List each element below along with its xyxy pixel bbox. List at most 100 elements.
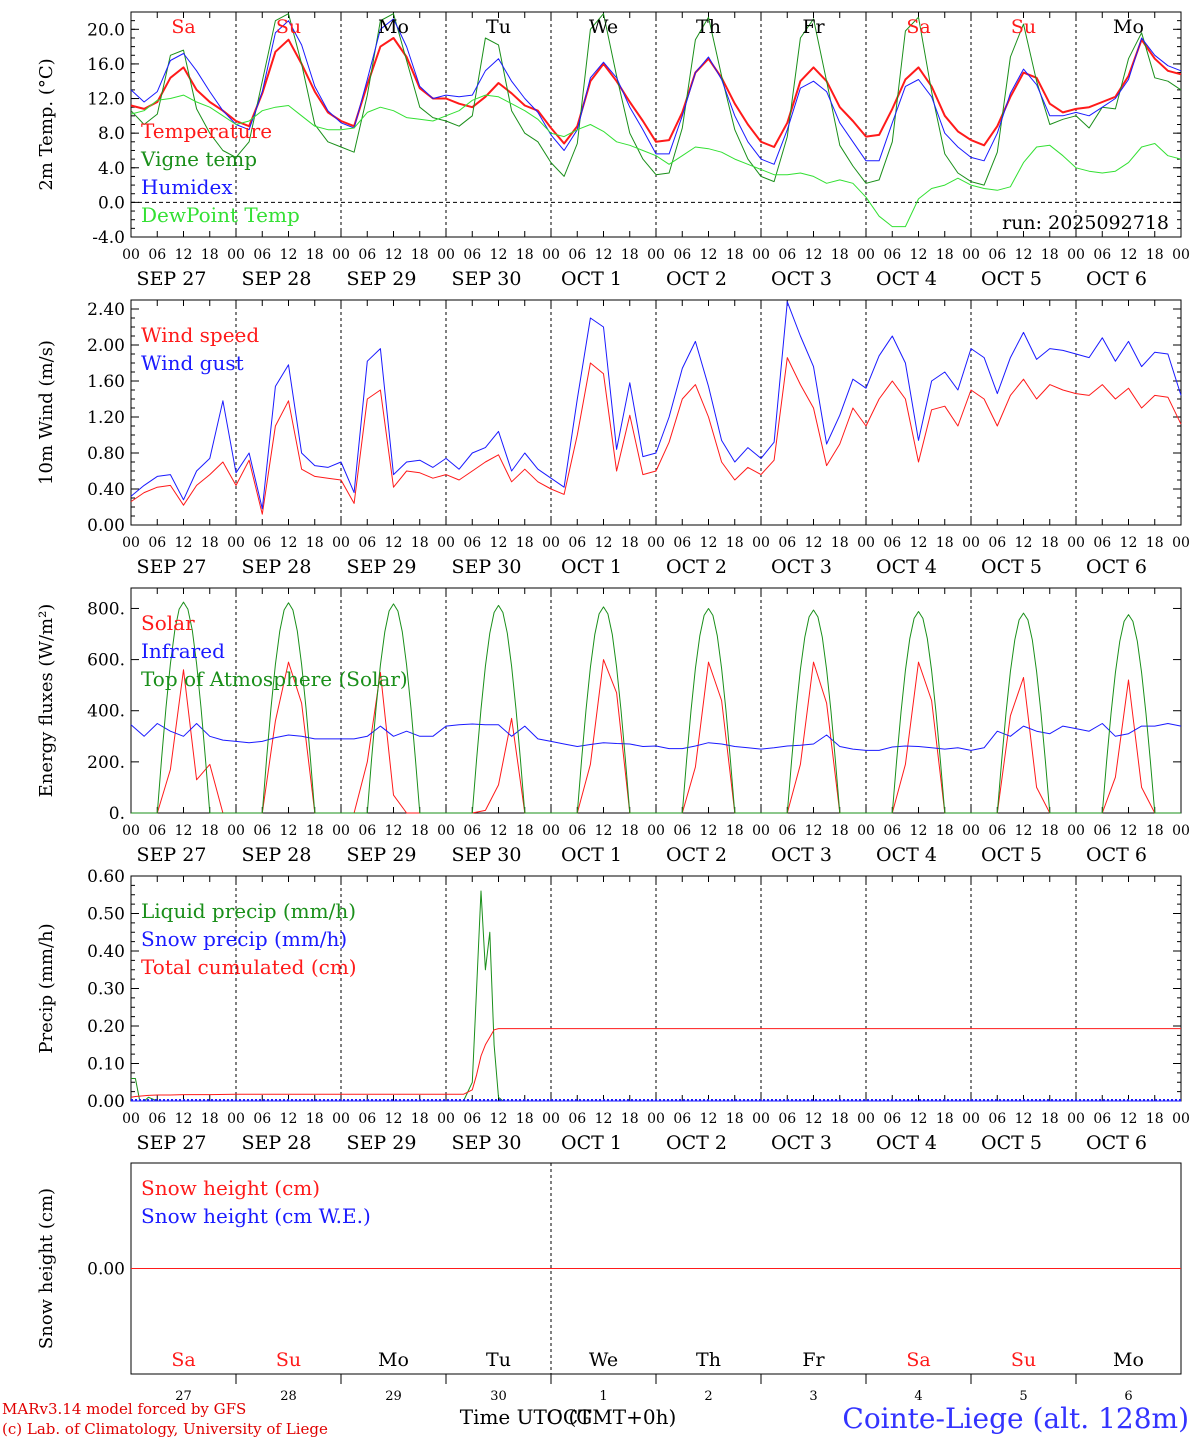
- hour-label: 06: [358, 247, 376, 263]
- hour-label: 00: [227, 1111, 245, 1127]
- hour-label: 00: [1172, 535, 1190, 551]
- hour-label: 18: [516, 823, 534, 839]
- date-label: SEP 29: [347, 1132, 417, 1154]
- date-label: SEP 28: [242, 268, 312, 290]
- hour-label: 18: [1041, 1111, 1059, 1127]
- hour-label: 00: [647, 247, 665, 263]
- hour-label: 12: [1120, 1111, 1138, 1127]
- date-label: SEP 27: [137, 1132, 207, 1154]
- y-tick-label: 1.20: [87, 408, 125, 428]
- hour-label: 18: [306, 823, 324, 839]
- y-axis-label: 10m Wind (m/s): [36, 340, 57, 485]
- weekday-label: Th: [696, 16, 721, 38]
- hour-label: 12: [385, 535, 403, 551]
- hour-label: 00: [542, 823, 560, 839]
- hour-label: 06: [148, 1111, 166, 1127]
- day-number: 5: [1019, 1389, 1027, 1404]
- hour-label: 18: [831, 535, 849, 551]
- hour-label: 12: [910, 1111, 928, 1127]
- hour-label: 18: [936, 535, 954, 551]
- hour-label: 18: [936, 1111, 954, 1127]
- y-axis-label: Energy fluxes (W/m²): [36, 604, 57, 798]
- hour-label: 06: [358, 823, 376, 839]
- hour-label: 00: [1067, 823, 1085, 839]
- hour-label: 06: [148, 823, 166, 839]
- hour-label: 18: [621, 535, 639, 551]
- weekday-label: Mo: [1113, 1349, 1144, 1371]
- hour-label: 06: [673, 823, 691, 839]
- hour-label: 12: [490, 823, 508, 839]
- hour-label: 00: [332, 535, 350, 551]
- hour-label: 00: [1067, 535, 1085, 551]
- y-tick-label: 0.0: [98, 193, 125, 213]
- date-label: OCT 3: [771, 268, 832, 290]
- hour-label: 00: [227, 823, 245, 839]
- y-tick-label: 0.60: [87, 867, 125, 887]
- weekday-label: Mo: [1113, 16, 1144, 38]
- hour-label: 12: [910, 247, 928, 263]
- hour-label: 12: [1015, 247, 1033, 263]
- hour-label: 00: [647, 535, 665, 551]
- hour-label: 06: [778, 535, 796, 551]
- weekday-label: Fr: [802, 1349, 825, 1371]
- hour-label: 18: [831, 1111, 849, 1127]
- y-tick-label: 0.00: [87, 1092, 125, 1112]
- station-label: Cointe-Liege (alt. 128m): [842, 1402, 1189, 1435]
- hour-label: 06: [568, 823, 586, 839]
- date-label: OCT 2: [666, 556, 727, 578]
- date-label: OCT 1: [561, 556, 622, 578]
- date-label: OCT 4: [876, 268, 937, 290]
- hour-label: 00: [752, 1111, 770, 1127]
- day-number: 3: [809, 1389, 817, 1404]
- hour-label: 00: [857, 823, 875, 839]
- hour-label: 00: [227, 247, 245, 263]
- hour-label: 00: [122, 1111, 140, 1127]
- series-line-dewpoint-temp: [130, 94, 1182, 228]
- series-line-vigne-temp: [130, 13, 1182, 186]
- hour-label: 06: [253, 535, 271, 551]
- date-label: SEP 27: [137, 556, 207, 578]
- hour-label: 00: [962, 535, 980, 551]
- panel-2: 2.40 2.00 1.60 1.20 0.80 0.40 0.00 10m Wind (m/…: [36, 299, 1190, 578]
- hour-label: 06: [148, 535, 166, 551]
- hour-label: 00: [332, 823, 350, 839]
- date-label: OCT 6: [1086, 268, 1147, 290]
- legend-entry: Snow height (cm W.E.): [141, 1204, 371, 1228]
- hour-label: 06: [883, 823, 901, 839]
- plot-frame: [130, 299, 1182, 526]
- hour-label: 12: [1015, 823, 1033, 839]
- hour-label: 00: [332, 247, 350, 263]
- day-number: 29: [385, 1389, 402, 1404]
- y-tick-label: 800.: [87, 599, 125, 619]
- hour-label: 12: [805, 535, 823, 551]
- weekday-label: Mo: [378, 16, 409, 38]
- weekday-label: Th: [696, 1349, 721, 1371]
- hour-label: 06: [778, 1111, 796, 1127]
- hour-label: 06: [988, 535, 1006, 551]
- day-number: 2: [704, 1389, 712, 1404]
- hour-label: 00: [857, 247, 875, 263]
- day-number: 1: [599, 1389, 607, 1404]
- y-tick-label: 0.50: [87, 905, 125, 925]
- run-annotation: run: 2025092718: [1002, 212, 1169, 234]
- hour-label: 00: [122, 823, 140, 839]
- hour-label: 00: [542, 535, 560, 551]
- weekday-label: Sa: [906, 16, 930, 38]
- date-label: OCT 4: [876, 844, 937, 866]
- panel-4: 0.60 0.50 0.40 0.30 0.20 0.10 0.00 Precip (mm/h…: [36, 867, 1190, 1154]
- hour-label: 18: [831, 823, 849, 839]
- date-label: SEP 28: [242, 844, 312, 866]
- y-tick-label: 16.0: [87, 55, 125, 75]
- hour-label: 06: [568, 1111, 586, 1127]
- y-tick-label: 0.40: [87, 942, 125, 962]
- legend-entry: Wind gust: [141, 351, 244, 375]
- hour-label: 06: [883, 1111, 901, 1127]
- hour-label: 18: [516, 535, 534, 551]
- hour-label: 18: [621, 1111, 639, 1127]
- hour-label: 18: [1041, 535, 1059, 551]
- y-tick-label: 8.0: [98, 124, 125, 144]
- hour-label: 12: [700, 247, 718, 263]
- date-label: OCT 3: [771, 844, 832, 866]
- hour-label: 06: [358, 535, 376, 551]
- y-tick-label: 600.: [87, 651, 125, 671]
